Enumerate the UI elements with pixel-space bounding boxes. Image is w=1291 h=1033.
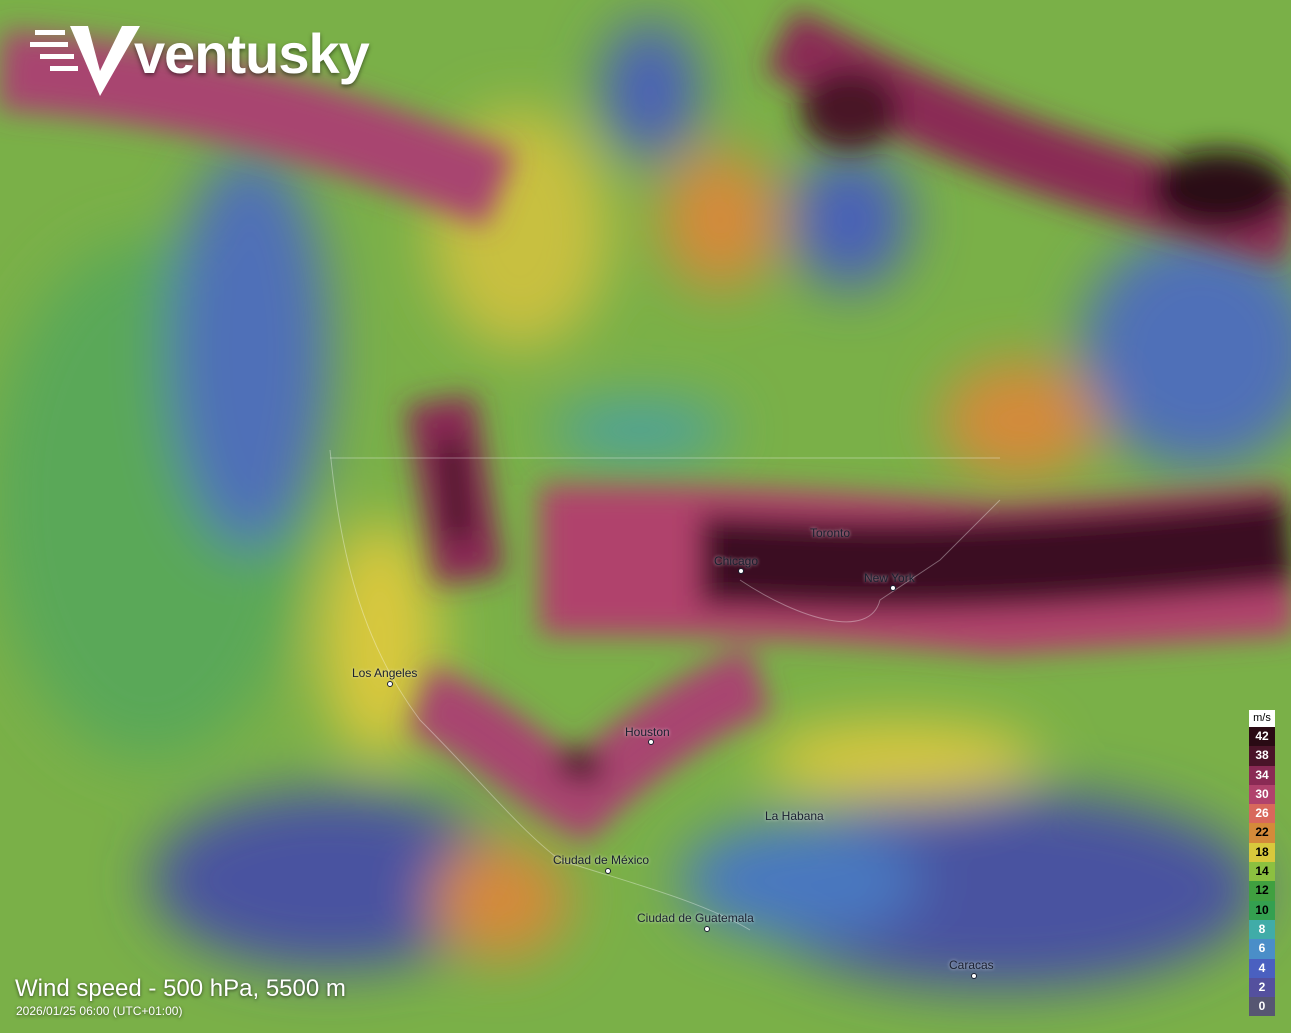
city-label: New York bbox=[864, 571, 915, 585]
legend-item: 12 bbox=[1249, 881, 1275, 901]
legend-item: 4 bbox=[1249, 958, 1275, 978]
legend-item: 22 bbox=[1249, 823, 1275, 843]
city-marker bbox=[738, 568, 744, 574]
legend-item: 0 bbox=[1249, 997, 1275, 1017]
city-marker bbox=[387, 681, 393, 687]
city-ciudad-de-mexico[interactable]: Ciudad de México bbox=[553, 853, 650, 874]
ventusky-logo[interactable]: ventusky bbox=[30, 16, 370, 96]
legend-item: 42 bbox=[1249, 727, 1275, 747]
city-toronto[interactable]: Toronto bbox=[810, 526, 850, 540]
legend-item: 34 bbox=[1249, 765, 1275, 785]
city-label: Caracas bbox=[949, 958, 994, 972]
legend-item: 10 bbox=[1249, 900, 1275, 920]
city-ciudad-de-guatemala[interactable]: Ciudad de Guatemala bbox=[637, 911, 754, 932]
city-label: Ciudad de México bbox=[553, 853, 650, 867]
city-la-habana[interactable]: La Habana bbox=[765, 809, 824, 823]
city-label: La Habana bbox=[765, 809, 824, 823]
layer-title: Wind speed - 500 hPa, 5500 m bbox=[15, 975, 346, 1002]
legend-item: 38 bbox=[1249, 746, 1275, 766]
city-marker bbox=[704, 926, 710, 932]
brand-name: ventusky bbox=[134, 21, 370, 85]
legend-item: 14 bbox=[1249, 862, 1275, 882]
city-marker bbox=[605, 868, 611, 874]
legend-item: 26 bbox=[1249, 804, 1275, 824]
legend-unit: m/s bbox=[1249, 710, 1275, 727]
legend-item: 6 bbox=[1249, 939, 1275, 959]
city-chicago[interactable]: Chicago bbox=[714, 554, 759, 574]
city-los-angeles[interactable]: Los Angeles bbox=[352, 666, 418, 687]
city-label: Toronto bbox=[810, 526, 851, 540]
city-label: Houston bbox=[625, 725, 670, 739]
city-marker bbox=[890, 585, 896, 591]
legend-item: 2 bbox=[1249, 977, 1275, 998]
city-label: Chicago bbox=[714, 554, 759, 568]
city-caracas[interactable]: Caracas bbox=[949, 958, 994, 979]
legend-item: 30 bbox=[1249, 784, 1275, 805]
legend-item: 18 bbox=[1249, 842, 1275, 863]
layer-datetime: 2026/01/25 06:00 (UTC+01:00) bbox=[16, 1004, 183, 1018]
legend-item: 8 bbox=[1249, 919, 1275, 940]
city-new-york[interactable]: New York bbox=[864, 571, 915, 591]
city-houston[interactable]: Houston bbox=[625, 725, 670, 745]
city-label: Ciudad de Guatemala bbox=[637, 911, 754, 925]
ventusky-logo-icon bbox=[30, 26, 140, 96]
wind-speed-legend[interactable]: m/s 42 38 34 30 26 22 18 14 12 10 8 6 4 2 0 bbox=[1249, 710, 1275, 1017]
city-marker bbox=[648, 739, 654, 745]
city-marker bbox=[971, 973, 977, 979]
city-label: Los Angeles bbox=[352, 666, 418, 680]
